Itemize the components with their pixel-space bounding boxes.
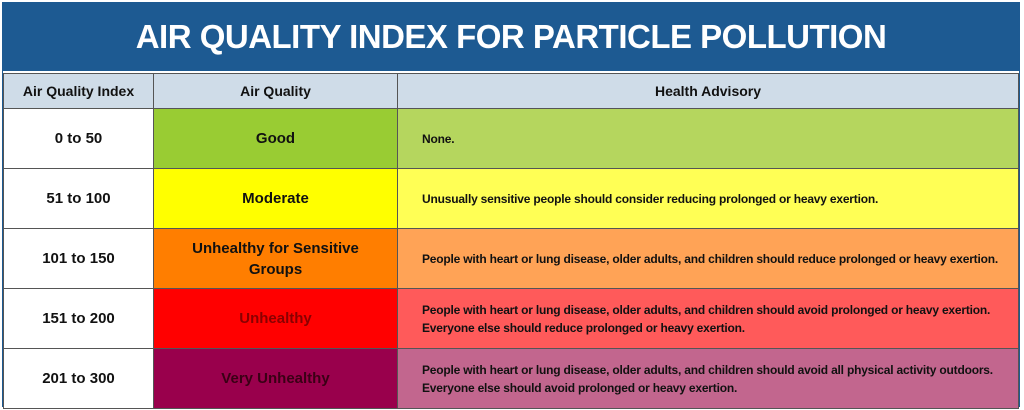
- health-advisory-text: People with heart or lung disease, older…: [422, 362, 993, 395]
- air-quality: Unhealthy for Sensitive Groups: [153, 228, 398, 289]
- air-quality-text: Unhealthy: [239, 310, 312, 327]
- health-advisory: None.: [397, 108, 1019, 169]
- table-row: 151 to 200 Unhealthy People with heart or …: [3, 288, 1019, 349]
- air-quality-text: Good: [255, 130, 296, 147]
- table-row: 51 to 100 Moderate Unusually sensitive peo…: [3, 168, 1019, 229]
- header-row: Air Quality Index Air Quality Health Adv…: [3, 73, 1019, 109]
- air-quality: Moderate: [153, 168, 398, 229]
- aqi-range-text: 0 to 50: [54, 130, 103, 147]
- health-advisory: People with heart or lung disease, older…: [397, 288, 1019, 349]
- air-quality-text: Unhealthy for Sensitive Groups: [192, 239, 359, 278]
- aqi-range: 51 to 100: [3, 168, 154, 229]
- aqi-range: 151 to 200: [3, 288, 154, 349]
- health-advisory-text: People with heart or lung disease, older…: [422, 302, 991, 335]
- air-quality: Good: [153, 108, 398, 169]
- health-advisory-text: Unusually sensitive people should consid…: [422, 191, 879, 206]
- health-advisory: People with heart or lung disease, older…: [397, 348, 1019, 409]
- health-advisory: People with heart or lung disease, older…: [397, 228, 1019, 289]
- aqi-range: 101 to 150: [3, 228, 154, 289]
- aqi-range: 0 to 50: [3, 108, 154, 169]
- aqi-range-text: 101 to 150: [42, 250, 115, 267]
- air-quality-text: Moderate: [242, 190, 309, 207]
- air-quality-text: Very Unhealthy: [221, 370, 330, 387]
- aqi-range: 201 to 300: [3, 348, 154, 409]
- health-advisory-text: None.: [422, 131, 455, 146]
- column-header: Air Quality: [153, 73, 398, 109]
- aqi-range-text: 201 to 300: [42, 370, 115, 387]
- aqi-table: Air Quality Index Air Quality Health Adv…: [3, 73, 1019, 409]
- air-quality: Very Unhealthy: [153, 348, 398, 409]
- column-header: Health Advisory: [397, 73, 1019, 109]
- aqi-range-text: 151 to 200: [42, 310, 115, 327]
- air-quality: Unhealthy: [153, 288, 398, 349]
- title: AIR QUALITY INDEX FOR PARTICLE POLLUTION: [3, 3, 1019, 73]
- health-advisory: Unusually sensitive people should consid…: [397, 168, 1019, 229]
- table-row: 201 to 300 Very Unhealthy People with hear…: [3, 348, 1019, 409]
- table-row: 0 to 50 Good None.: [3, 108, 1019, 169]
- column-header: Air Quality Index: [3, 73, 154, 109]
- aqi-range-text: 51 to 100: [46, 190, 111, 207]
- table-row: 101 to 150 Unhealthy for Sensitive Groups…: [3, 228, 1019, 289]
- health-advisory-text: People with heart or lung disease, older…: [422, 251, 998, 266]
